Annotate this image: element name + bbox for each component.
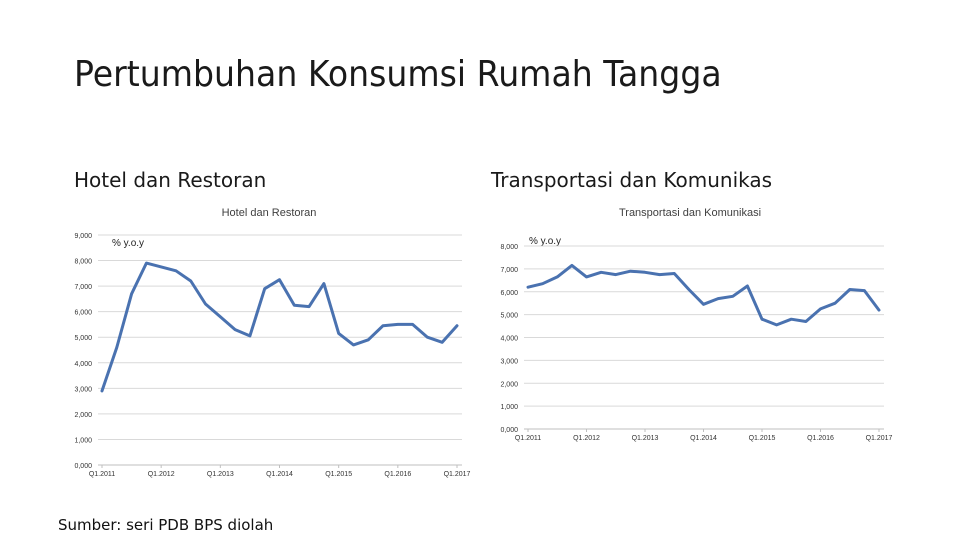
transport-y-tick-label: 1,000 (500, 404, 518, 411)
hotel-data-point (441, 341, 444, 344)
transport-x-tick-label: Q1.2012 (573, 435, 600, 442)
hotel-y-tick-label: 4,000 (74, 361, 92, 368)
transport-data-point (833, 301, 837, 305)
hotel-x-tick-label: Q1.2015 (325, 471, 352, 478)
hotel-data-point (248, 334, 252, 338)
transport-data-point (702, 303, 705, 306)
transport-y-tick-label: 2,000 (500, 381, 518, 388)
transport-data-point (790, 318, 793, 321)
unit-label-transport: % y.o.y (529, 236, 562, 247)
transport-y-tick-label: 7,000 (500, 267, 518, 274)
hotel-data-point (159, 265, 163, 269)
transport-data-point (673, 272, 676, 275)
hotel-y-tick-label: 9,000 (74, 233, 92, 240)
transport-data-point (541, 282, 544, 285)
transport-data-point (746, 284, 749, 288)
transport-x-tick-label: Q1.2014 (690, 435, 717, 442)
transport-data-point (731, 295, 734, 298)
section-heading-hotel: Hotel dan Restoran (74, 168, 267, 192)
hotel-y-tick-label: 0,000 (74, 463, 92, 470)
hotel-data-point (455, 324, 459, 327)
transport-data-point (658, 273, 661, 276)
hotel-y-tick-label: 1,000 (74, 437, 92, 444)
transport-y-tick-label: 4,000 (500, 336, 518, 343)
hotel-data-point (352, 343, 355, 347)
hotel-data-point (130, 292, 133, 295)
transport-data-point (716, 297, 720, 300)
hotel-data-point (204, 302, 207, 306)
transport-data-point (863, 289, 866, 292)
transport-data-point (570, 264, 574, 267)
hotel-y-tick-label: 8,000 (74, 259, 92, 266)
transport-x-tick-label: Q1.2011 (515, 435, 541, 442)
transport-y-tick-label: 6,000 (500, 290, 518, 297)
hotel-x-tick-label: Q1.2013 (207, 471, 234, 478)
transport-x-tick-label: Q1.2017 (866, 435, 893, 442)
transport-y-tick-label: 3,000 (500, 358, 518, 365)
transport-series-line (526, 263, 881, 327)
transport-x-tick-label: Q1.2015 (749, 435, 776, 442)
hotel-data-point (411, 323, 414, 326)
transport-data-point (643, 271, 647, 274)
transport-data-point (848, 288, 851, 291)
hotel-x-tick-label: Q1.2017 (444, 471, 471, 478)
hotel-data-point (100, 389, 104, 393)
hotel-y-tick-label: 3,000 (74, 386, 92, 393)
hotel-data-point (115, 346, 118, 349)
hotel-data-point (426, 336, 429, 339)
transport-y-tick-label: 5,000 (500, 313, 518, 320)
transport-x-tick-label: Q1.2016 (807, 435, 834, 442)
slide-title: Pertumbuhan Konsumsi Rumah Tangga (74, 54, 722, 95)
hotel-x-tick-label: Q1.2016 (384, 471, 411, 478)
transport-x-tick-label: Q1.2013 (632, 435, 659, 442)
chart-title-transport: Transportasi dan Komunikasi (618, 207, 762, 219)
transport-data-point (585, 275, 588, 279)
transport-data-point (804, 320, 808, 323)
transport-data-point (877, 308, 881, 312)
hotel-y-tick-label: 7,000 (74, 284, 92, 291)
transport-data-point (599, 271, 603, 274)
hotel-data-point (189, 279, 192, 283)
hotel-y-tick-label: 5,000 (74, 335, 92, 342)
transport-y-tick-label: 8,000 (500, 244, 518, 251)
transport-data-point (629, 269, 632, 273)
source-note: Sumber: seri PDB BPS diolah (58, 516, 274, 534)
transport-data-point (819, 307, 822, 311)
hotel-y-tick-label: 2,000 (74, 412, 92, 419)
hotel-data-point (219, 315, 222, 318)
section-heading-transport: Transportasi dan Komunikas (491, 168, 773, 192)
hotel-data-point (322, 282, 326, 285)
unit-label-hotel: % y.o.y (112, 238, 145, 249)
transport-data-point (687, 288, 691, 291)
transport-y-tick-label: 0,000 (500, 427, 518, 434)
hotel-data-point (263, 287, 266, 290)
hotel-data-point (396, 323, 400, 326)
hotel-data-point (145, 261, 148, 265)
hotel-data-point (307, 305, 311, 308)
hotel-x-tick-label: Q1.2011 (89, 471, 115, 478)
transport-data-point (760, 318, 764, 321)
hotel-data-point (174, 269, 178, 272)
hotel-data-point (233, 328, 237, 331)
transport-data-point (526, 285, 530, 289)
hotel-data-point (381, 324, 385, 327)
transport-data-point (556, 275, 559, 279)
hotel-data-point (337, 332, 340, 335)
chart-title-hotel: Hotel dan Restoran (221, 207, 317, 219)
hotel-x-tick-label: Q1.2014 (266, 471, 293, 478)
hotel-x-tick-label: Q1.2012 (148, 471, 175, 478)
hotel-data-point (367, 338, 370, 341)
hotel-y-tick-label: 6,000 (74, 310, 92, 317)
transport-data-point (614, 273, 617, 276)
hotel-data-point (278, 278, 281, 281)
hotel-data-point (293, 304, 296, 307)
transport-data-point (775, 323, 778, 327)
